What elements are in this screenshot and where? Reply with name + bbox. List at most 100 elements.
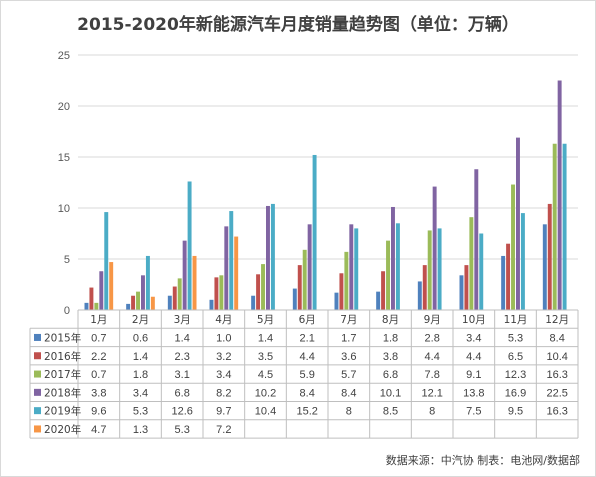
series-name: 2015年 [44, 331, 81, 344]
bar [224, 226, 229, 310]
data-label: 3.2 [216, 351, 231, 363]
bar [349, 224, 354, 310]
data-label: 8.2 [216, 387, 231, 399]
bar [469, 217, 474, 310]
bar [307, 224, 312, 310]
y-tick-label: 20 [58, 101, 70, 113]
y-tick-label: 25 [58, 50, 70, 62]
data-label: 0.7 [91, 332, 106, 344]
legend-key [34, 425, 41, 433]
data-label: 10.2 [255, 387, 276, 399]
data-label: 3.4 [216, 369, 231, 381]
data-label: 12.6 [171, 406, 192, 418]
bar [437, 228, 442, 310]
data-label: 5.7 [341, 369, 356, 381]
bar [391, 206, 395, 310]
bar [89, 287, 94, 310]
data-label: 1.0 [216, 332, 231, 344]
category-label: 4月 [215, 314, 232, 326]
data-label: 12.3 [505, 369, 526, 381]
bar [422, 265, 427, 310]
bar [562, 143, 567, 310]
bar [395, 223, 400, 310]
y-tick-label: 0 [64, 305, 70, 317]
bar [386, 240, 390, 310]
bar [192, 255, 197, 310]
data-label: 8 [429, 406, 435, 418]
category-label: 9月 [424, 314, 441, 326]
bar [302, 249, 307, 310]
data-label: 10.1 [380, 387, 401, 399]
bar [474, 169, 479, 310]
data-label: 16.3 [546, 369, 567, 381]
category-label: 2月 [132, 314, 149, 326]
bar [297, 265, 302, 310]
bar [229, 211, 234, 310]
legend-key [34, 352, 41, 360]
bar [141, 275, 145, 310]
series-name: 2020年 [44, 423, 81, 436]
bar [234, 236, 239, 310]
data-label: 7.2 [216, 424, 231, 436]
data-label: 9.6 [91, 406, 106, 418]
bar [261, 264, 265, 310]
data-label: 8.4 [550, 332, 565, 344]
data-label: 8 [346, 406, 352, 418]
bar [334, 292, 339, 310]
data-label: 10.4 [255, 406, 276, 418]
bar [84, 302, 89, 310]
data-label: 1.4 [133, 351, 148, 363]
data-label: 2.2 [91, 351, 106, 363]
data-label: 4.4 [466, 351, 481, 363]
data-label: 10.4 [546, 351, 567, 363]
bar [344, 251, 349, 310]
series-name: 2019年 [44, 405, 81, 418]
bar [464, 265, 469, 310]
data-label: 16.9 [505, 387, 526, 399]
data-label: 0.6 [133, 332, 148, 344]
data-label: 6.8 [383, 369, 398, 381]
bar [251, 295, 256, 310]
data-label: 1.4 [258, 332, 273, 344]
data-label: 22.5 [546, 387, 567, 399]
bar [177, 278, 182, 310]
bar [506, 243, 511, 310]
data-label: 4.5 [258, 369, 273, 381]
bar [427, 230, 432, 310]
category-label: 11月 [504, 314, 528, 326]
data-label: 1.8 [133, 369, 148, 381]
legend-key [34, 388, 41, 396]
bar [136, 291, 140, 310]
category-label: 5月 [257, 314, 274, 326]
bar [150, 296, 155, 310]
bar [381, 271, 386, 310]
data-label: 0.7 [91, 369, 106, 381]
bar [131, 295, 136, 310]
data-label: 9.7 [216, 406, 231, 418]
bar [266, 205, 270, 310]
series-name: 2018年 [44, 386, 81, 399]
data-label: 5.3 [175, 424, 190, 436]
category-label: 12月 [545, 314, 569, 326]
data-label: 9.5 [508, 406, 523, 418]
bar [182, 240, 187, 310]
bar [354, 228, 359, 310]
data-label: 3.4 [133, 387, 148, 399]
bar [511, 184, 515, 310]
data-label: 13.8 [463, 387, 484, 399]
data-label: 6.8 [175, 387, 190, 399]
data-label: 5.3 [508, 332, 523, 344]
bar [479, 233, 484, 310]
bar [209, 299, 214, 310]
bar [109, 262, 114, 310]
data-label: 2.3 [175, 351, 190, 363]
bar [292, 288, 297, 310]
data-label: 8.4 [300, 387, 315, 399]
bar [516, 137, 520, 310]
data-label: 3.4 [466, 332, 481, 344]
category-label: 6月 [299, 314, 316, 326]
data-label: 2.1 [300, 332, 315, 344]
legend-key [34, 333, 41, 341]
